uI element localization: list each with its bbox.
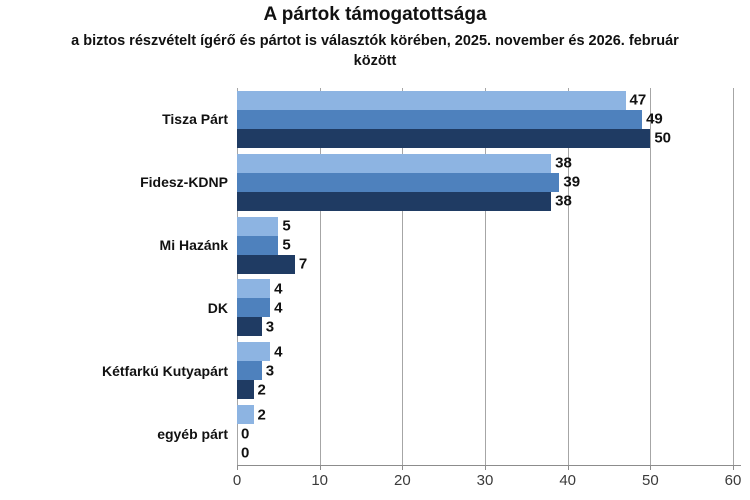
- chart-subtitle-line-1: a biztos részvételt ígérő és pártot is v…: [71, 33, 679, 49]
- gridline-x-0: [237, 88, 238, 465]
- category-label: Tisza Párt: [162, 111, 228, 128]
- category-label: Kétfarkú Kutyapárt: [101, 362, 228, 379]
- bar-series-medium-blue: [237, 361, 262, 381]
- bar-value-label: 4: [274, 299, 283, 317]
- bar-series-medium-blue: [237, 235, 279, 255]
- bar-value-label: 38: [555, 154, 572, 172]
- bar-series-light-blue: [237, 342, 271, 362]
- x-axis-tick-label-0: 0: [232, 472, 242, 489]
- bar-value-label: 2: [257, 381, 266, 399]
- bar-value-label: 5: [282, 236, 291, 254]
- x-axis-tick-50: [650, 465, 652, 470]
- gridline-x-50: [650, 88, 652, 465]
- bar-series-dark-blue: [237, 317, 262, 337]
- x-axis-tick-60: [733, 465, 734, 470]
- bar-series-dark-blue: [237, 254, 295, 274]
- x-axis-tick-label-40: 40: [559, 472, 576, 489]
- category-label: Mi Hazánk: [159, 237, 228, 254]
- bar-value-label: 38: [555, 192, 572, 210]
- category-label: DK: [207, 299, 228, 316]
- x-axis-tick-10: [319, 465, 321, 470]
- bar-series-medium-blue: [237, 109, 643, 129]
- x-axis-tick-label-10: 10: [311, 472, 328, 489]
- category-label: Fidesz-KDNP: [140, 174, 228, 191]
- gridline-x-40: [567, 88, 569, 465]
- bar-series-light-blue: [237, 216, 279, 236]
- bar-value-label: 5: [282, 217, 291, 235]
- bar-value-label: 3: [265, 318, 275, 336]
- bar-series-medium-blue: [237, 172, 560, 192]
- bar-series-light-blue: [237, 90, 626, 110]
- bar-series-dark-blue: [237, 380, 254, 400]
- bar-series-light-blue: [237, 279, 271, 299]
- x-axis-tick-40: [567, 465, 569, 470]
- bar-value-label: 0: [241, 444, 250, 462]
- x-axis-line: [237, 465, 741, 466]
- chart-subtitle-line-2: között: [353, 53, 397, 69]
- x-axis-tick-20: [402, 465, 404, 470]
- bar-series-light-blue: [237, 153, 552, 173]
- bar-value-label: 47: [629, 91, 647, 109]
- bar-value-label: 50: [654, 129, 672, 147]
- chart-subtitle: a biztos részvételt ígérő és pártot is v…: [0, 31, 750, 71]
- gridline-x-60: [733, 88, 734, 465]
- bar-value-label: 39: [563, 173, 581, 191]
- bar-series-dark-blue: [237, 191, 552, 211]
- chart-title: A pártok támogatottsága: [263, 4, 487, 25]
- bar-series-medium-blue: [237, 298, 271, 318]
- bar-value-label: 7: [298, 255, 308, 273]
- bar-value-label: 2: [257, 406, 266, 424]
- bar-series-light-blue: [237, 405, 254, 425]
- bar-value-label: 49: [646, 110, 663, 128]
- gridline-x-30: [485, 88, 486, 465]
- gridline-x-20: [402, 88, 404, 465]
- bar-series-dark-blue: [237, 128, 651, 148]
- x-axis-tick-label-20: 20: [393, 472, 411, 489]
- bar-value-label: 0: [241, 425, 250, 443]
- bar-value-label: 4: [274, 343, 283, 361]
- gridline-x-10: [319, 88, 321, 465]
- x-axis-tick-30: [485, 465, 486, 470]
- bar-value-label: 3: [265, 362, 275, 380]
- x-axis-tick-label-30: 30: [476, 472, 494, 489]
- x-axis-tick-label-50: 50: [641, 472, 659, 489]
- x-axis-tick-0: [237, 465, 238, 470]
- x-axis-tick-label-60: 60: [724, 472, 742, 489]
- category-label: egyéb párt: [157, 425, 228, 442]
- bar-value-label: 4: [274, 280, 283, 298]
